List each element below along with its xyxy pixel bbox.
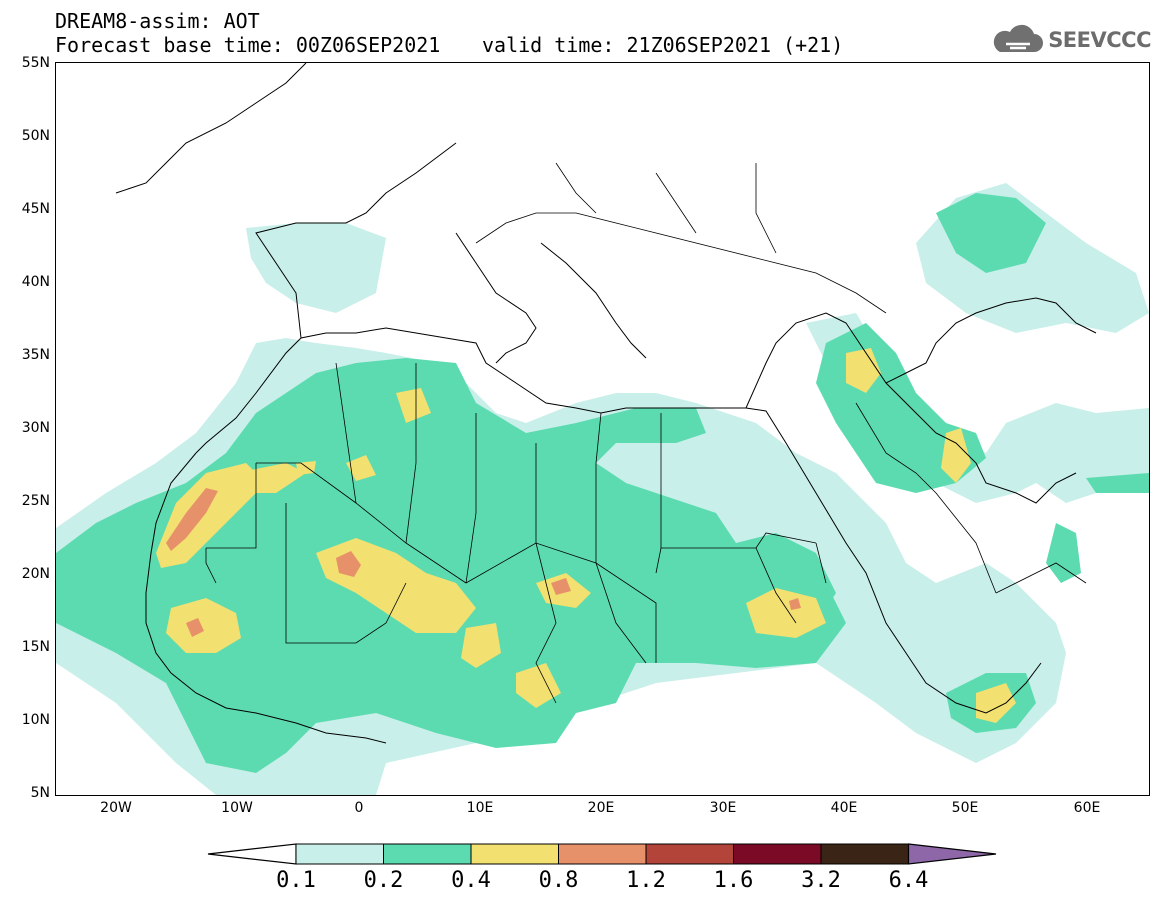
colorbar-swatch [558, 843, 647, 865]
colorbar-swatch [295, 843, 384, 865]
colorbar [207, 843, 997, 865]
lat-label: 45N [21, 201, 50, 217]
title-product: DREAM8-assim: AOT [55, 9, 260, 33]
lat-label: 30N [21, 420, 50, 436]
colorbar-label: 0.1 [276, 868, 316, 893]
colorbar-label: 6.4 [888, 868, 929, 893]
seevccc-logo: SEEVCCC [990, 20, 1151, 60]
colorbar-swatch [645, 843, 734, 865]
lon-label: 20E [587, 800, 615, 816]
colorbar-swatch [820, 843, 909, 865]
logo-text: SEEVCCC [1048, 28, 1151, 52]
colorbar-label: 1.6 [713, 868, 754, 893]
lat-label: 20N [21, 566, 50, 582]
colorbar-swatch [733, 843, 822, 865]
country-borders [205, 162, 1087, 704]
lon-label: 0 [354, 800, 364, 816]
title-base-time: Forecast base time: 00Z06SEP2021 [55, 33, 441, 57]
lat-label: 10N [21, 712, 50, 728]
aot-level-0-4 [156, 348, 1016, 723]
colorbar-low-arrow [207, 843, 297, 865]
coastlines [115, 63, 1097, 744]
lat-label: 55N [21, 55, 50, 71]
cloud-icon [994, 24, 1044, 52]
colorbar-label: 1.2 [626, 868, 666, 893]
lon-label: 40E [830, 800, 858, 816]
lon-label: 10W [221, 800, 253, 816]
title-valid-time: valid time: 21Z06SEP2021 (+21) [482, 33, 844, 57]
lat-label: 50N [21, 128, 50, 144]
colorbar-label: 0.2 [363, 868, 404, 893]
lon-label: 60E [1073, 800, 1101, 816]
aot-level-0-8 [166, 488, 801, 637]
lat-label: 25N [21, 493, 50, 509]
lat-label: 5N [30, 785, 50, 801]
map-panel [55, 62, 1150, 796]
lon-label: 10E [466, 800, 494, 816]
lat-label: 40N [21, 274, 50, 290]
colorbar-high-arrow [907, 843, 997, 865]
lon-label: 20W [100, 800, 132, 816]
colorbar-label: 0.4 [451, 868, 491, 893]
colorbar-label: 3.2 [801, 868, 841, 893]
colorbar-swatch [470, 843, 559, 865]
aot-map [56, 63, 1149, 795]
lon-label: 50E [951, 800, 979, 816]
lon-label: 30E [709, 800, 737, 816]
colorbar-swatch [383, 843, 472, 865]
lat-label: 15N [21, 639, 50, 655]
colorbar-label: 0.8 [538, 868, 579, 893]
lat-label: 35N [21, 347, 50, 363]
